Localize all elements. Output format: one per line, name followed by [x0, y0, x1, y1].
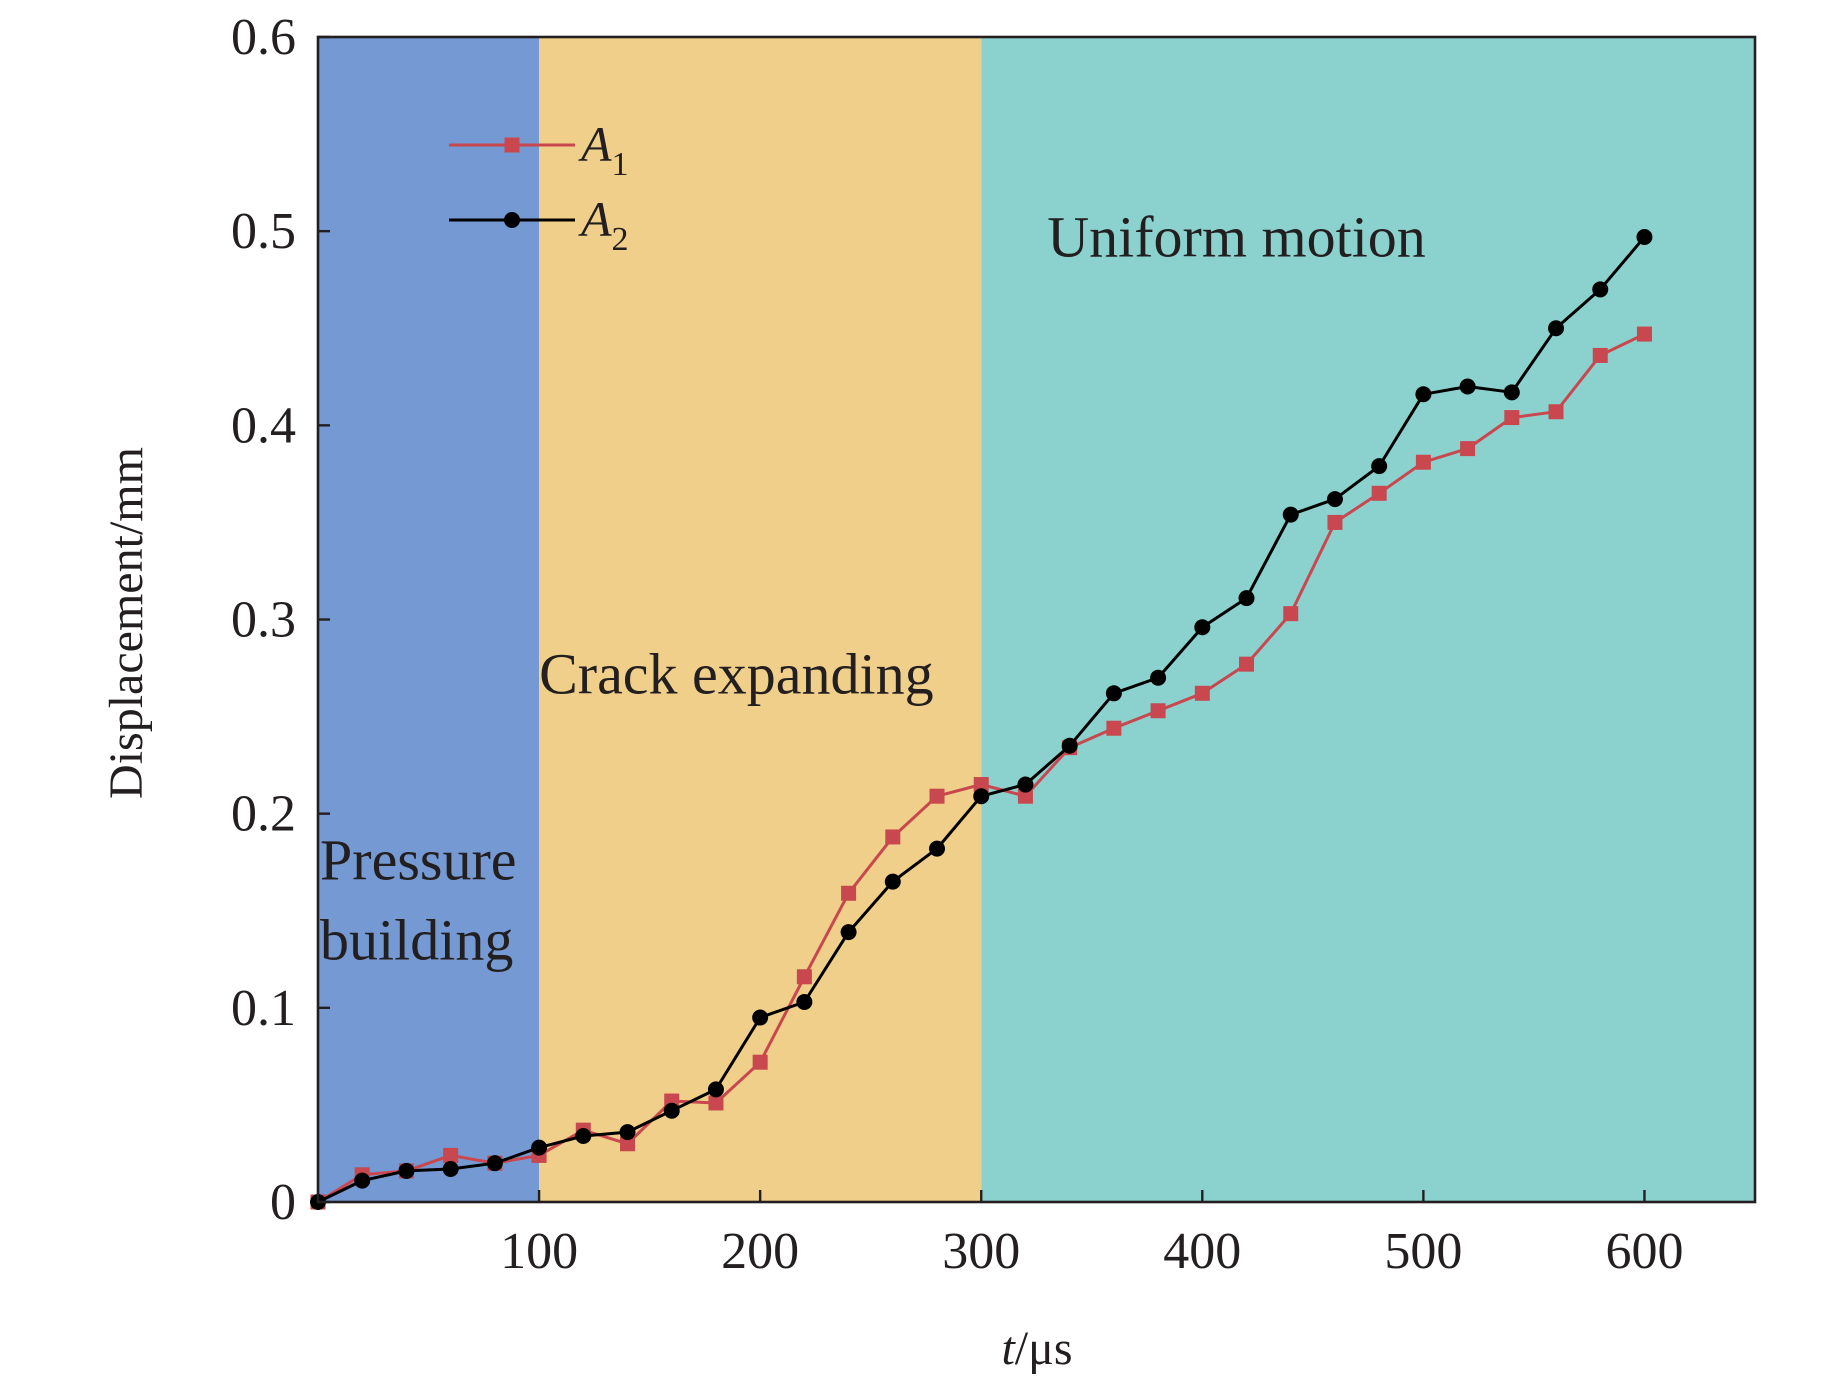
region-bands	[318, 37, 1755, 1202]
series-a2-point	[1238, 590, 1255, 607]
series-a2-point	[1326, 491, 1343, 508]
legend-subscript-a1: 1	[612, 146, 629, 183]
y-tick-label-0: 0	[270, 1174, 296, 1231]
series-a2-point	[1282, 506, 1299, 523]
series-a2-point	[575, 1127, 592, 1144]
series-a2-point	[1592, 281, 1609, 298]
x-tick-label-600: 600	[1605, 1223, 1683, 1280]
legend: A1 A2	[449, 116, 629, 258]
series-a2-point	[1459, 378, 1476, 395]
y-tick-label-0.3: 0.3	[231, 592, 296, 649]
series-a2-point	[354, 1172, 371, 1189]
series-a1-point	[1106, 720, 1122, 736]
region-label-1-line-1: Pressure	[320, 828, 517, 893]
region-labels: Pressure building Crack expanding Uniform m…	[320, 204, 1426, 972]
legend-label-a2: A2	[578, 191, 629, 258]
legend-marker-a1	[504, 137, 520, 153]
series-a1-point	[796, 969, 812, 985]
series-a2-point	[442, 1160, 459, 1177]
x-tick-label-300: 300	[942, 1223, 1020, 1280]
legend-marker-a2	[504, 212, 520, 228]
series-a1-point	[929, 788, 945, 804]
series-a2-point	[707, 1081, 724, 1098]
series-a1-point	[973, 777, 989, 793]
series-a2-point	[1017, 776, 1034, 793]
series-a2-point	[1105, 685, 1122, 702]
region-band-1	[318, 37, 540, 1202]
axis-ticks: 100 200 300 400 500 600 0 0.1 0.2 0.3 0.4 0.5 0.6	[231, 9, 1683, 1280]
x-tick-label-500: 500	[1384, 1223, 1462, 1280]
series-a1-point	[752, 1054, 768, 1070]
x-tick-label-400: 400	[1163, 1223, 1241, 1280]
series-a1-point	[1415, 454, 1431, 470]
series-a2-point	[1150, 669, 1167, 686]
x-axis-unit: /μs	[1015, 1322, 1073, 1375]
series-a2-point	[796, 994, 813, 1011]
series-a2-point	[840, 924, 857, 941]
series-a2-point	[663, 1102, 680, 1119]
series-a1-point	[443, 1147, 459, 1163]
series-layer	[310, 228, 1653, 1210]
series-a1-point	[1504, 410, 1520, 426]
series-a1-point	[1017, 788, 1033, 804]
series-a1-point	[1239, 656, 1255, 672]
series-a2-point	[531, 1139, 548, 1156]
series-a2-point	[1636, 228, 1653, 245]
region-label-3-line-1: Uniform motion	[1047, 204, 1426, 269]
series-a2-point	[752, 1009, 769, 1026]
legend-label-a1: A1	[578, 116, 629, 183]
series-a1-point	[1327, 514, 1343, 530]
series-a1-point	[1283, 606, 1299, 622]
x-tick-label-200: 200	[721, 1223, 799, 1280]
region-band-2	[539, 37, 982, 1202]
region-label-2-line-1: Crack expanding	[539, 641, 934, 706]
y-tick-label-0.1: 0.1	[231, 980, 296, 1037]
x-tick-label-100: 100	[500, 1223, 578, 1280]
x-axis-label: t/μs	[1001, 1322, 1072, 1375]
series-a2-point	[619, 1124, 636, 1141]
series-a2-point	[1503, 384, 1520, 401]
series-a2-point	[1194, 619, 1211, 636]
y-tick-label-0.6: 0.6	[231, 9, 296, 66]
series-a2-point	[973, 788, 990, 805]
series-a2-point	[398, 1162, 415, 1179]
series-a2-point	[884, 873, 901, 890]
series-a2-point	[1415, 386, 1432, 403]
legend-subscript-a2: 2	[612, 221, 629, 258]
y-tick-label-0.2: 0.2	[231, 786, 296, 843]
series-a1-point	[1194, 685, 1210, 701]
region-label-1-line-2: building	[320, 908, 513, 973]
series-a2-point	[929, 840, 946, 857]
series-a1-point	[1548, 404, 1564, 420]
series-a1-point	[708, 1095, 724, 1111]
series-a1-point	[1636, 326, 1652, 342]
series-a2-point	[1061, 737, 1078, 754]
y-tick-label-0.5: 0.5	[231, 203, 296, 260]
series-a2-point	[1548, 320, 1565, 337]
series-a1-point	[1460, 441, 1476, 457]
series-a2-point	[486, 1155, 503, 1172]
region-band-3	[981, 37, 1755, 1202]
series-a1-point	[1150, 703, 1166, 719]
y-axis-label: Displacement/mm	[100, 447, 153, 799]
x-axis-variable: t	[1001, 1322, 1016, 1375]
series-a2-point	[1371, 458, 1388, 475]
series-a1-point	[620, 1136, 636, 1152]
series-a1-point	[885, 829, 901, 845]
series-a1-point	[841, 885, 857, 901]
series-a1-point	[1371, 485, 1387, 501]
series-a1-point	[1592, 347, 1608, 363]
y-tick-label-0.4: 0.4	[231, 397, 296, 454]
